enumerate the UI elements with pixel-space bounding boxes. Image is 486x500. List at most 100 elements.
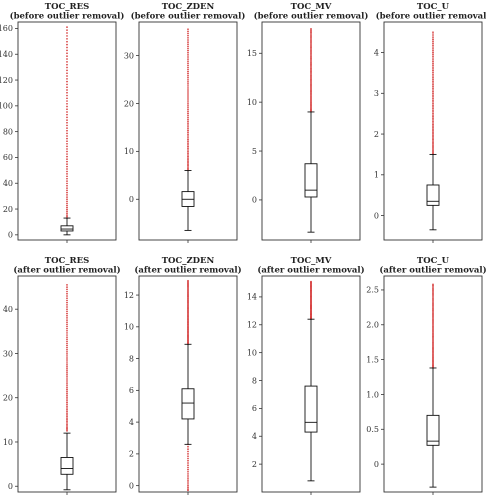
outlier-point (310, 45, 312, 48)
outlier-point (432, 327, 434, 330)
outlier-point (187, 483, 189, 485)
outlier-point (432, 36, 434, 39)
outlier-point (187, 45, 189, 48)
outlier-point (187, 41, 189, 43)
outlier-point (187, 473, 189, 475)
outlier-point (66, 26, 68, 29)
y-tick-label: 5 (252, 147, 257, 156)
outlier-point (187, 466, 189, 469)
outlier-point (66, 135, 68, 137)
outlier-point (66, 383, 68, 385)
outlier-point (432, 302, 434, 305)
outlier-point (432, 101, 434, 103)
outlier-point (310, 69, 312, 72)
outlier-point (66, 338, 68, 341)
outlier-point (187, 475, 189, 477)
outlier-point (432, 326, 434, 329)
outlier-point (310, 31, 312, 34)
outlier-point (187, 489, 189, 492)
y-tick-label: 8 (129, 354, 134, 363)
outlier-point (310, 29, 312, 31)
y-tick-label: 10 (247, 98, 257, 107)
outlier-point (66, 148, 68, 150)
outlier-point (66, 410, 68, 413)
outlier-point (66, 408, 68, 411)
outlier-point (432, 66, 434, 68)
outlier-point (66, 189, 68, 192)
y-tick-label: 0 (252, 196, 257, 205)
outlier-point (66, 399, 68, 402)
outlier-point (432, 31, 434, 34)
y-tick-label: 100 (0, 102, 13, 111)
outlier-point (66, 286, 68, 288)
outlier-point (66, 426, 68, 429)
y-tick-label: 160 (0, 24, 13, 33)
outlier-point (66, 319, 68, 321)
outlier-point (66, 357, 68, 359)
outlier-point (66, 427, 68, 430)
outlier-point (66, 142, 68, 145)
y-tick-label: 0 (129, 481, 134, 490)
outlier-point (66, 290, 68, 293)
outlier-point (66, 102, 68, 105)
outlier-point (432, 318, 434, 320)
outlier-point (310, 61, 312, 64)
outlier-point (432, 323, 434, 325)
outlier-point (66, 116, 68, 119)
outlier-point (432, 75, 434, 77)
outlier-point (187, 147, 189, 150)
y-tick-label: 6 (129, 386, 134, 395)
y-tick-label: 10 (3, 438, 13, 447)
outlier-point (187, 70, 189, 73)
outlier-point (432, 109, 434, 112)
outlier-point (66, 49, 68, 52)
outlier-point (432, 313, 434, 316)
outlier-point (66, 66, 68, 69)
outlier-point (187, 95, 189, 97)
outlier-point (310, 33, 312, 35)
outlier-point (432, 120, 434, 123)
outlier-point (66, 295, 68, 297)
outlier-point (432, 317, 434, 319)
outlier-point (187, 445, 189, 448)
outlier-point (432, 291, 434, 293)
outlier-point (187, 49, 189, 52)
outlier-point (66, 344, 68, 347)
boxplot-panel: TOC_MV(after outlier removal) 2 4 6 8 10 12 14 (247, 256, 365, 495)
outlier-point (187, 154, 189, 156)
outlier-point (187, 118, 189, 121)
outlier-point (66, 422, 68, 424)
panel-subtitle: (after outlier removal) (257, 265, 364, 276)
outlier-point (432, 99, 434, 102)
outlier-point (432, 148, 434, 150)
y-tick-label: 0 (374, 211, 379, 220)
outlier-point (66, 204, 68, 207)
outlier-point (66, 208, 68, 211)
outlier-point (187, 160, 189, 163)
outlier-point (187, 58, 189, 60)
outlier-point (432, 76, 434, 79)
panel-subtitle: (after outlier removal) (13, 265, 120, 276)
outlier-point (187, 64, 189, 67)
y-tick-label: 0.5 (366, 425, 379, 434)
outlier-point (187, 479, 189, 481)
outlier-point (432, 33, 434, 35)
outlier-point (66, 405, 68, 408)
outlier-point (187, 116, 189, 119)
boxplot-panel: TOC_RES(after outlier removal) 0 10 20 30 40 (3, 256, 121, 495)
y-tick-label: 10 (247, 348, 257, 357)
outlier-point (187, 279, 189, 282)
outlier-point (432, 288, 434, 291)
outlier-point (432, 92, 434, 95)
outlier-point (66, 94, 68, 97)
outlier-point (187, 464, 189, 467)
outlier-point (66, 160, 68, 163)
outlier-point (432, 129, 434, 132)
outlier-point (66, 365, 68, 367)
outlier-point (432, 59, 434, 61)
outlier-point (66, 369, 68, 371)
outlier-point (66, 355, 68, 357)
outlier-point (432, 135, 434, 138)
outlier-point (187, 66, 189, 69)
outlier-point (432, 38, 434, 41)
